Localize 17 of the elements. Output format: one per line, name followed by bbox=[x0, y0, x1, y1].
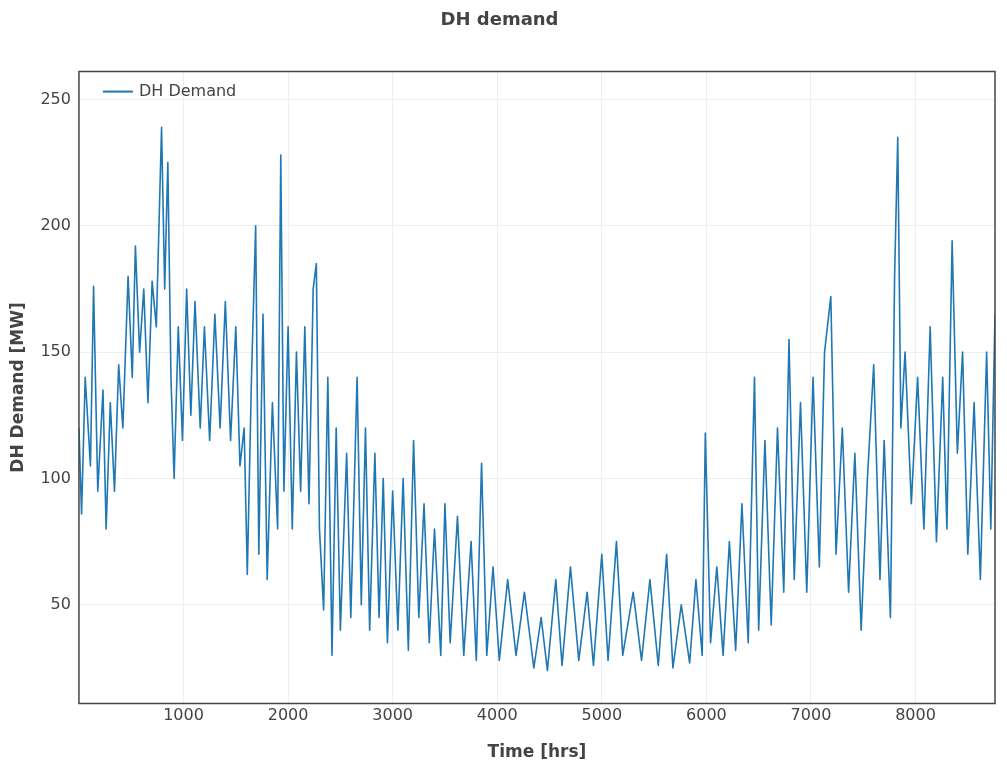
y-tick-label: 250 bbox=[40, 88, 71, 108]
y-tick-label: 50 bbox=[50, 594, 71, 613]
y-axis-title: DH Demand [MW] bbox=[6, 302, 27, 473]
x-axis-title: Time [hrs] bbox=[487, 741, 587, 762]
x-tick-label: 3000 bbox=[372, 705, 414, 725]
x-tick-label: 8000 bbox=[895, 705, 936, 725]
legend-label: DH Demand bbox=[138, 80, 237, 100]
x-tick-label: 2000 bbox=[267, 705, 309, 725]
x-tick-label: 4000 bbox=[476, 705, 518, 725]
x-tick-label: 5000 bbox=[581, 705, 623, 725]
chart-title: DH demand bbox=[440, 8, 559, 30]
x-tick-label: 6000 bbox=[686, 705, 727, 725]
y-tick-label: 100 bbox=[40, 467, 71, 487]
x-tick-label: 7000 bbox=[790, 705, 832, 725]
y-tick-label: 200 bbox=[40, 214, 71, 234]
x-tick-label: 1000 bbox=[163, 705, 204, 725]
y-tick-label: 150 bbox=[40, 341, 71, 361]
